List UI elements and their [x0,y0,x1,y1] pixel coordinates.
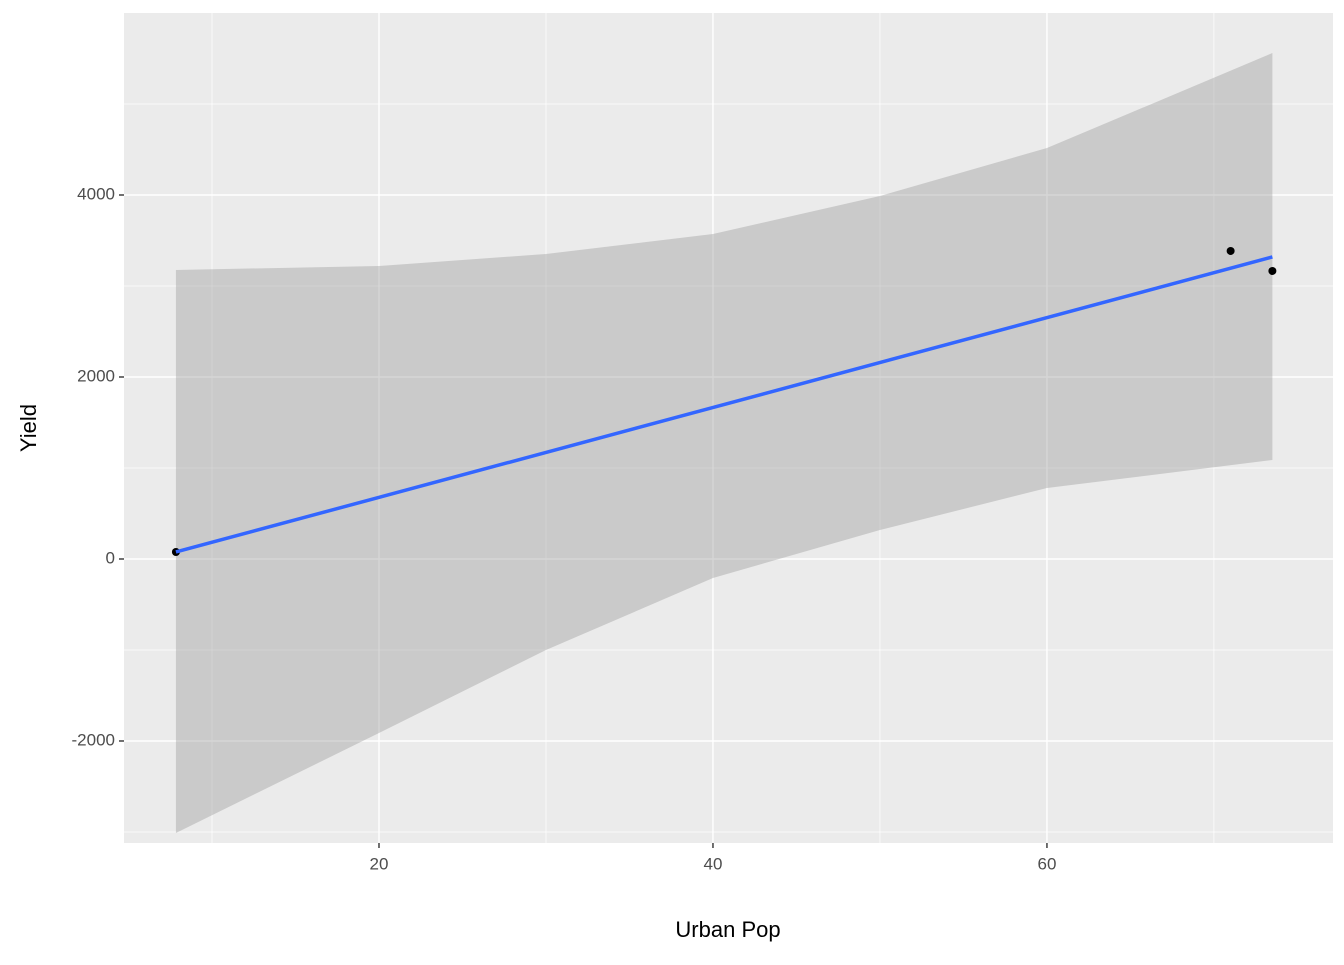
point [1226,246,1235,255]
point [1268,266,1277,275]
x-tick-label: 20 [370,854,389,873]
y-tick-label: 0 [106,548,115,567]
y-tick-label: -2000 [72,730,115,749]
panel [124,13,1333,843]
fit-line [175,255,1273,554]
x-tick-label: 40 [704,854,723,873]
y-tick-label: 4000 [77,184,115,203]
x-axis-title: Urban Pop [675,917,780,942]
confidence-band [175,53,1273,833]
y-tick-label: 2000 [77,366,115,385]
x-tick-label: 60 [1037,854,1056,873]
y-axis-title: Yield [16,404,41,452]
